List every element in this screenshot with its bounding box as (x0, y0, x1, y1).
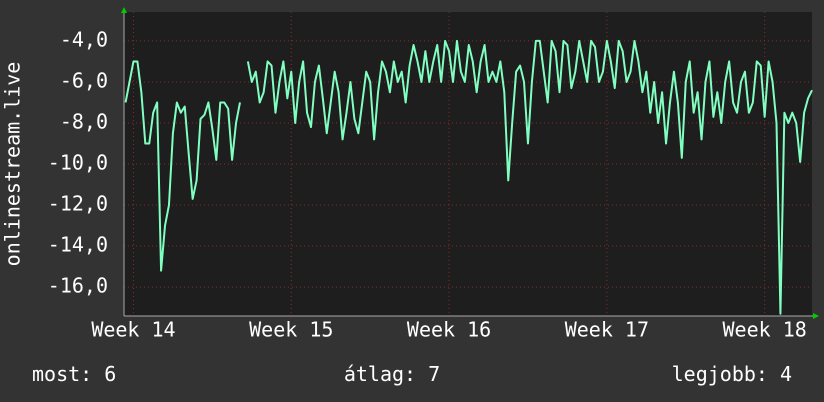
y-arrow (121, 7, 127, 13)
stat-value: 4 (780, 362, 792, 386)
y-tick-label: -16,0 (48, 274, 108, 298)
grid (124, 12, 812, 316)
x-tick-label: Week 17 (565, 318, 649, 342)
y-axis-label: onlinestream.live (1, 62, 25, 267)
x-tick-label: Week 18 (723, 318, 807, 342)
stat: legjobb: 4 (672, 362, 792, 386)
labels: -4,0 -6,0 -8,0 -10,0 -12,0 -14,0 -16,0 Week 14 W… (32, 27, 807, 385)
y-tick-label: -12,0 (48, 192, 108, 216)
y-tick-label: -4,0 (60, 27, 108, 51)
marks (124, 39, 813, 315)
y-tick-label: -10,0 (48, 151, 108, 175)
stat-value: 7 (428, 362, 440, 386)
series-line (124, 39, 813, 315)
stat-value: 6 (104, 362, 116, 386)
x-arrow (813, 313, 819, 319)
stat-label: most: (32, 362, 92, 386)
x-tick-label: Week 15 (249, 318, 333, 342)
y-tick-label: -6,0 (60, 68, 108, 92)
stat-label: átlag: (344, 362, 416, 386)
x-tick-label: Week 14 (91, 318, 175, 342)
x-tick-label: Week 16 (407, 318, 491, 342)
stat: átlag: 7 (344, 362, 440, 386)
stat-label: legjobb: (672, 362, 768, 386)
y-tick-label: -14,0 (48, 233, 108, 257)
stat: most: 6 (32, 362, 116, 386)
y-tick-label: -8,0 (60, 109, 108, 133)
